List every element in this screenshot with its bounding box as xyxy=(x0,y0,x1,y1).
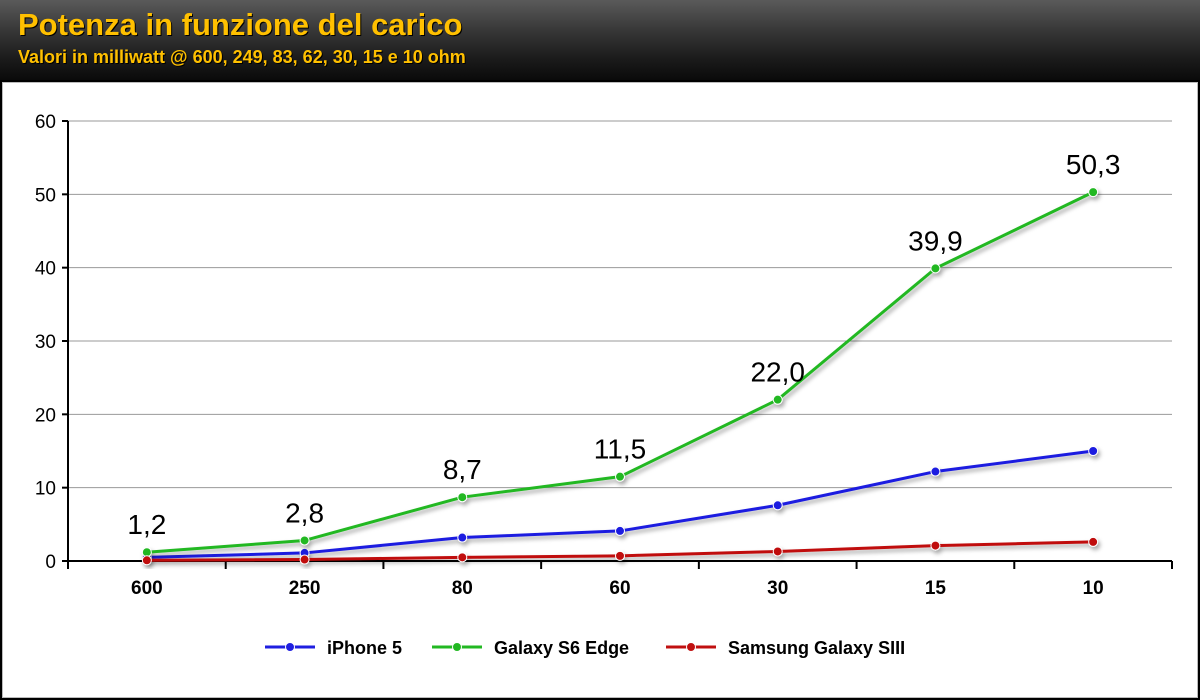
data-point xyxy=(1088,536,1099,547)
data-point xyxy=(1088,187,1099,198)
data-point xyxy=(457,552,468,563)
data-point xyxy=(772,394,783,405)
data-point xyxy=(930,540,941,551)
data-point xyxy=(615,550,625,561)
data-point xyxy=(615,471,625,482)
chart-header: Potenza in funzione del carico Valori in… xyxy=(0,0,1200,80)
data-point xyxy=(141,555,152,566)
y-tick-label: 50 xyxy=(35,185,56,206)
y-tick-label: 20 xyxy=(35,405,56,426)
legend-marker xyxy=(452,642,462,652)
data-point xyxy=(457,492,468,503)
data-label: 1,2 xyxy=(127,509,166,540)
data-point xyxy=(457,532,468,543)
y-tick-label: 60 xyxy=(35,112,56,133)
legend-item: iPhone 5 xyxy=(265,638,402,658)
data-point xyxy=(299,554,310,565)
x-tick-label: 80 xyxy=(452,578,473,599)
data-point xyxy=(1088,446,1099,456)
x-tick-label: 250 xyxy=(289,578,321,599)
data-label: 8,7 xyxy=(443,454,482,485)
data-label: 11,5 xyxy=(594,434,646,465)
data-label: 39,9 xyxy=(908,225,963,256)
data-point xyxy=(299,535,310,546)
chart-title: Potenza in funzione del carico xyxy=(18,7,463,42)
series-galaxy-s6-edge xyxy=(141,187,1099,558)
y-tick-label: 30 xyxy=(35,332,56,353)
chart-subtitle: Valori in milliwatt @ 600, 249, 83, 62, … xyxy=(18,47,466,67)
legend-label: Samsung Galaxy SIII xyxy=(728,638,905,658)
x-tick-label: 30 xyxy=(767,578,788,599)
x-tick-label: 600 xyxy=(131,578,163,599)
data-label: 50,3 xyxy=(1066,149,1121,180)
data-point xyxy=(930,466,941,477)
legend-item: Galaxy S6 Edge xyxy=(432,638,629,658)
x-tick-label: 60 xyxy=(609,578,630,599)
y-tick-label: 0 xyxy=(45,552,56,573)
legend-label: Galaxy S6 Edge xyxy=(494,638,629,658)
x-tick-label: 10 xyxy=(1083,578,1104,599)
legend-label: iPhone 5 xyxy=(327,638,402,658)
data-point xyxy=(615,525,625,536)
data-label: 2,8 xyxy=(285,497,324,528)
y-tick-label: 40 xyxy=(35,259,56,280)
series-samsung-galaxy-siii xyxy=(141,536,1099,566)
y-tick-label: 10 xyxy=(35,479,56,500)
legend-marker xyxy=(686,642,696,652)
data-point xyxy=(930,263,941,274)
legend-marker xyxy=(285,642,295,652)
chart-panel xyxy=(2,82,1198,698)
data-point xyxy=(772,500,783,511)
data-point xyxy=(772,546,783,557)
x-tick-label: 15 xyxy=(925,578,947,599)
data-label: 22,0 xyxy=(750,357,805,388)
legend-item: Samsung Galaxy SIII xyxy=(666,638,905,658)
